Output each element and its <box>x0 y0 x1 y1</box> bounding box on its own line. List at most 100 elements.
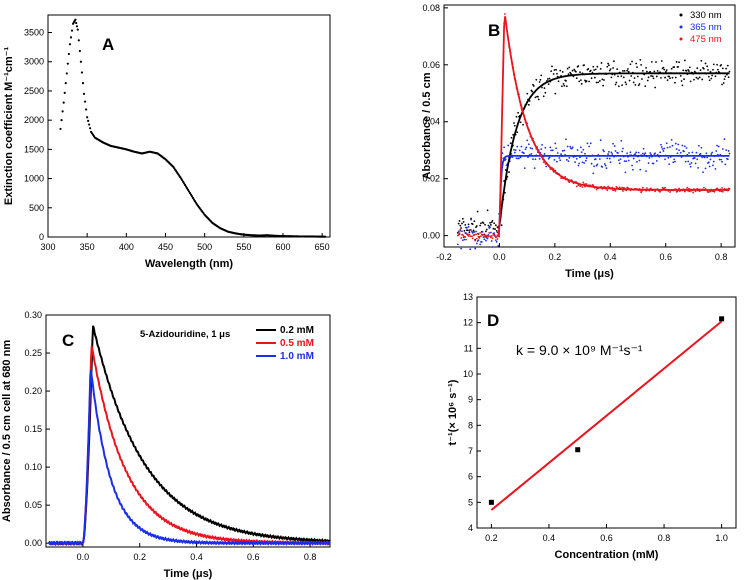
data-point-330nm <box>680 80 683 82</box>
data-point-330nm <box>716 63 718 66</box>
x-tick-label: 0.2 <box>485 533 498 543</box>
data-point-365nm <box>721 148 724 150</box>
data-point-475nm <box>683 190 686 193</box>
data-point-330nm <box>457 222 460 225</box>
data-point-330nm <box>539 78 542 81</box>
data-point <box>488 499 494 505</box>
legend-label: 365 nm <box>690 22 722 33</box>
data-point-330nm <box>494 224 497 227</box>
data-point-365nm <box>561 149 564 152</box>
data-point-330nm <box>721 83 723 86</box>
data-point-330nm <box>494 228 496 230</box>
data-point <box>190 195 194 198</box>
data-point-475nm <box>487 235 490 238</box>
data-point-365nm <box>706 156 709 159</box>
data-point-365nm <box>543 153 546 155</box>
data-point-365nm <box>577 164 580 167</box>
data-point-365nm <box>516 145 519 148</box>
data-point-330nm <box>479 224 482 227</box>
data-point-330nm <box>462 220 465 223</box>
data-point-365nm <box>555 147 557 150</box>
x-tick-label: 650 <box>315 242 330 252</box>
data-point-365nm <box>643 153 646 156</box>
data-point-365nm <box>708 165 711 168</box>
data-point-365nm <box>666 146 669 149</box>
data-point-365nm <box>574 161 576 164</box>
x-tick-label: 0.4 <box>190 552 203 562</box>
data-point-365nm <box>568 156 571 159</box>
data-point-365nm <box>638 159 641 162</box>
data-point-365nm <box>618 162 621 165</box>
data-point-475nm <box>458 232 461 235</box>
data-point-330nm <box>683 78 685 81</box>
data-point-365nm <box>614 150 617 152</box>
data-point-365nm <box>696 158 699 161</box>
y-tick-label: 1500 <box>24 144 44 154</box>
data-point-330nm <box>641 78 643 80</box>
data-point-330nm <box>693 78 695 81</box>
data-point-365nm <box>685 147 688 149</box>
data-point <box>83 100 87 103</box>
y-tick-label: 0.05 <box>24 500 42 510</box>
data-point-365nm <box>558 157 561 159</box>
data-point-475nm <box>496 238 499 240</box>
data-point <box>189 193 193 196</box>
data-point-365nm <box>469 248 472 251</box>
data-point <box>74 18 77 21</box>
data-point <box>67 52 70 56</box>
data-point-365nm <box>594 158 597 160</box>
data-point-330nm <box>543 87 546 89</box>
data-point-330nm <box>663 68 666 71</box>
data-point-365nm <box>489 226 491 229</box>
data-point-365nm <box>611 153 614 155</box>
data-point-330nm <box>620 75 623 78</box>
data-point-330nm <box>458 220 461 222</box>
data-point-365nm <box>664 158 666 161</box>
y-tick-label: 10 <box>463 369 473 379</box>
data-point-365nm <box>700 146 703 149</box>
data-point-330nm <box>555 68 557 71</box>
data-point-330nm <box>644 85 647 88</box>
data-point-365nm <box>641 152 644 155</box>
data-point <box>191 196 195 199</box>
data-point-330nm <box>688 66 691 69</box>
data-point-475nm <box>457 234 460 236</box>
data-point-365nm <box>695 151 698 154</box>
data-point-330nm <box>553 69 556 71</box>
y-axis-label: Absorbance / 0.5 cm cell at 680 nm <box>1 340 13 522</box>
data-point-365nm <box>650 153 652 156</box>
data-point-330nm <box>629 63 632 66</box>
data-point <box>186 188 190 191</box>
data-point-365nm <box>530 153 533 155</box>
y-tick-label: 7 <box>468 446 473 456</box>
data-point-475nm <box>466 233 469 236</box>
data-point <box>69 36 73 39</box>
data-point-330nm <box>711 74 714 77</box>
data-point-330nm <box>627 70 630 73</box>
data-point-365nm <box>714 168 717 170</box>
data-point-365nm <box>687 160 690 163</box>
data-point-330nm <box>664 70 667 73</box>
data-point-330nm <box>609 68 612 71</box>
data-point-365nm <box>596 163 599 166</box>
data-point-330nm <box>552 73 555 75</box>
data-point-330nm <box>489 224 492 226</box>
annotation: k = 9.0 × 10⁹ M⁻¹s⁻¹ <box>516 342 643 358</box>
data-point-330nm <box>598 80 601 82</box>
data-point-330nm <box>559 69 562 72</box>
data-point-365nm <box>575 157 578 160</box>
data-point-330nm <box>653 70 656 73</box>
data-point-330nm <box>467 223 470 226</box>
data-point-330nm <box>571 69 574 72</box>
data-point <box>80 71 84 74</box>
data-point-365nm <box>456 243 459 246</box>
data-point-330nm <box>577 65 580 67</box>
data-point-365nm <box>463 238 466 241</box>
data-point-365nm <box>529 147 532 149</box>
data-point-365nm <box>637 151 640 154</box>
data-point-365nm <box>703 156 706 159</box>
data-point-365nm <box>518 157 520 160</box>
data-point-475nm <box>467 235 470 237</box>
data-point-365nm <box>522 152 525 155</box>
data-point-330nm <box>583 64 586 67</box>
